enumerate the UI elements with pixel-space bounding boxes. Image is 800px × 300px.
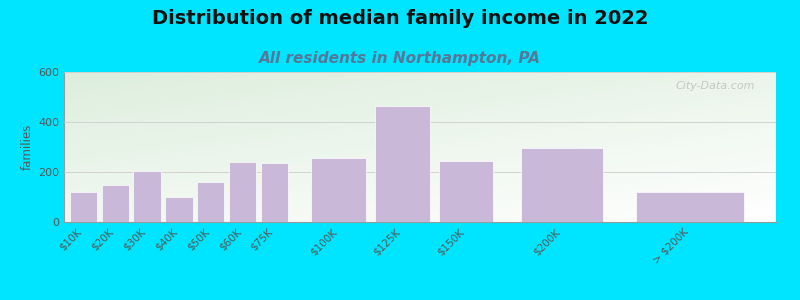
Bar	[230, 162, 256, 222]
Bar	[375, 106, 430, 222]
Bar	[70, 192, 97, 222]
Text: Distribution of median family income in 2022: Distribution of median family income in …	[152, 9, 648, 28]
Text: All residents in Northampton, PA: All residents in Northampton, PA	[259, 51, 541, 66]
Bar	[166, 197, 193, 222]
Bar	[134, 171, 161, 222]
Bar	[102, 184, 129, 222]
Bar	[261, 163, 288, 222]
Bar	[522, 148, 602, 222]
Y-axis label: families: families	[21, 124, 34, 170]
Bar	[635, 192, 744, 222]
Bar	[311, 158, 366, 222]
Bar	[198, 182, 225, 222]
Text: City-Data.com: City-Data.com	[675, 81, 754, 91]
Bar	[439, 161, 494, 222]
